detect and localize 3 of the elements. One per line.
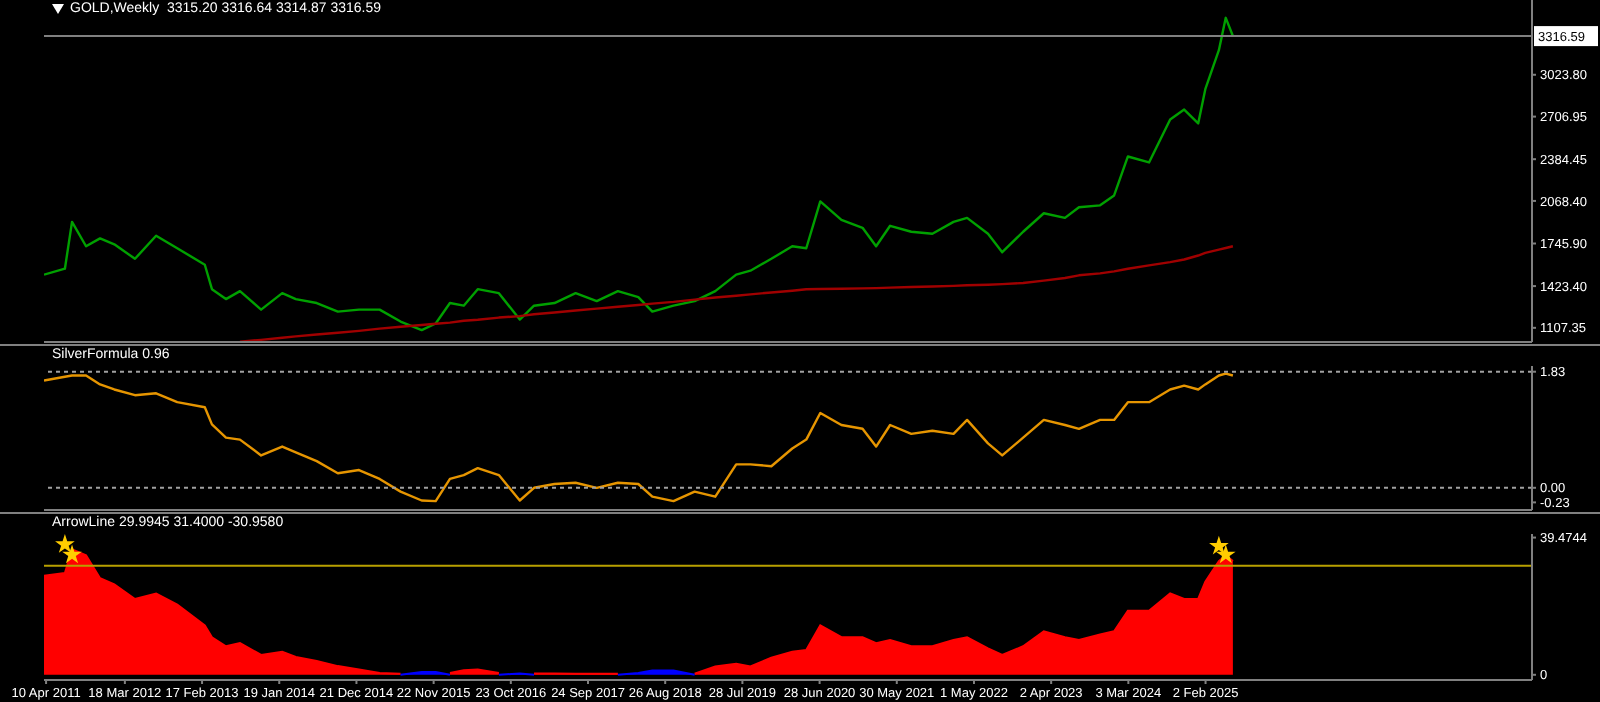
line-series	[44, 16, 1235, 332]
line-series	[238, 245, 1235, 342]
line-series	[44, 372, 1235, 503]
